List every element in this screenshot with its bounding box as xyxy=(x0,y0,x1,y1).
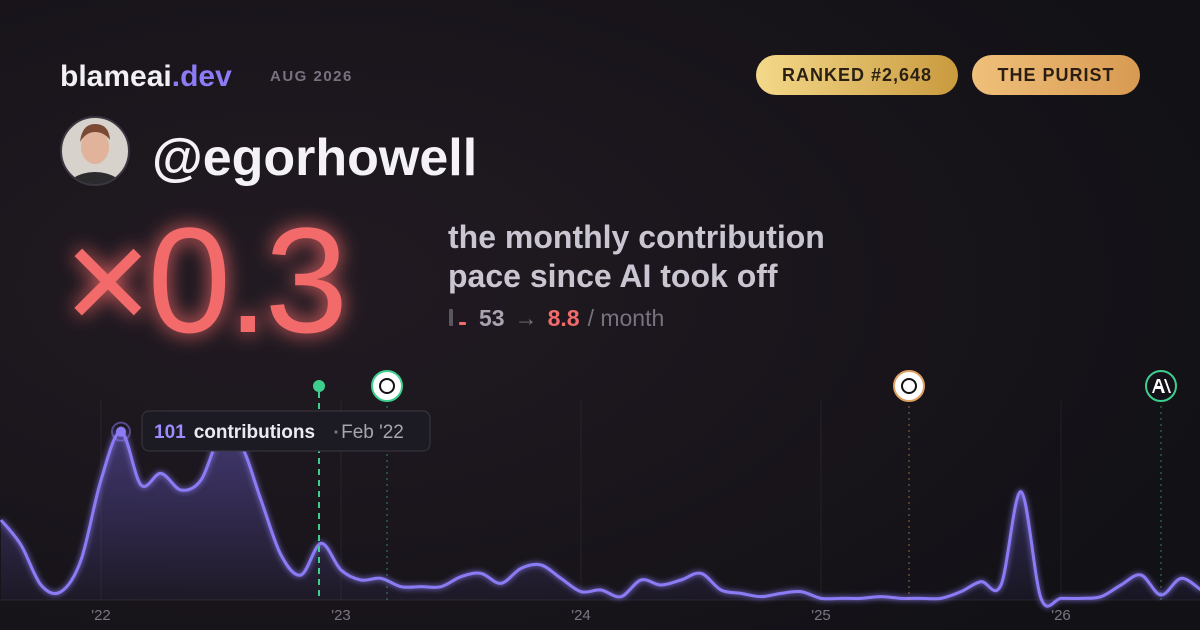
pace: 53 → 8.8 / month xyxy=(479,305,664,331)
badge xyxy=(972,55,1140,95)
x-tick-label: '24 xyxy=(571,607,591,624)
tooltip-separator xyxy=(334,430,338,434)
event-icon xyxy=(371,370,403,402)
x-tick-label: '26 xyxy=(1051,607,1071,624)
brand: blameai.dev xyxy=(60,60,232,93)
description: the monthly contribution xyxy=(448,219,825,255)
tooltip-text: 101 contributions Feb '22 xyxy=(154,422,404,443)
brand-tld: .dev xyxy=(172,60,232,93)
avatar-ring xyxy=(60,116,130,186)
event-icon xyxy=(1152,379,1171,393)
tooltip-box xyxy=(141,410,431,452)
pace-before: 53 xyxy=(479,305,505,331)
description: pace since AI took off xyxy=(448,258,778,294)
badge-text: RANKED #2,648 xyxy=(782,65,932,85)
multiplier: ×0.3 xyxy=(64,196,344,364)
line xyxy=(0,430,1200,608)
event-icon xyxy=(379,378,395,394)
tooltip: 101 contributions Feb '22 xyxy=(141,410,431,452)
x-tick-label: '25 xyxy=(811,607,831,624)
pace-unit: / month xyxy=(588,305,665,331)
handle: @egorhowell xyxy=(152,129,477,187)
plot: '22 '23 '24 '25 '26 xyxy=(0,400,1200,624)
highlight-ring xyxy=(111,421,131,442)
badge xyxy=(756,55,958,95)
tooltip-date: Feb '22 xyxy=(341,422,404,443)
x-tick-label: '22 xyxy=(91,607,111,624)
event-dot xyxy=(313,380,325,392)
date: AUG 2026 xyxy=(270,68,353,85)
highlight-point xyxy=(116,426,126,437)
pace-arrow: → xyxy=(515,305,538,331)
area xyxy=(1,431,1200,607)
pace-icon xyxy=(449,309,453,326)
event-icon xyxy=(893,370,925,402)
badge-text: THE PURIST xyxy=(997,65,1114,85)
tooltip-value: 101 xyxy=(154,422,186,443)
tooltip-label: contributions xyxy=(194,422,315,443)
event-icon xyxy=(901,378,917,394)
x-tick-label: '23 xyxy=(331,607,351,624)
brand-name: blameai xyxy=(60,60,172,93)
pace-after: 8.8 xyxy=(548,305,580,331)
pace-icon xyxy=(459,322,466,325)
